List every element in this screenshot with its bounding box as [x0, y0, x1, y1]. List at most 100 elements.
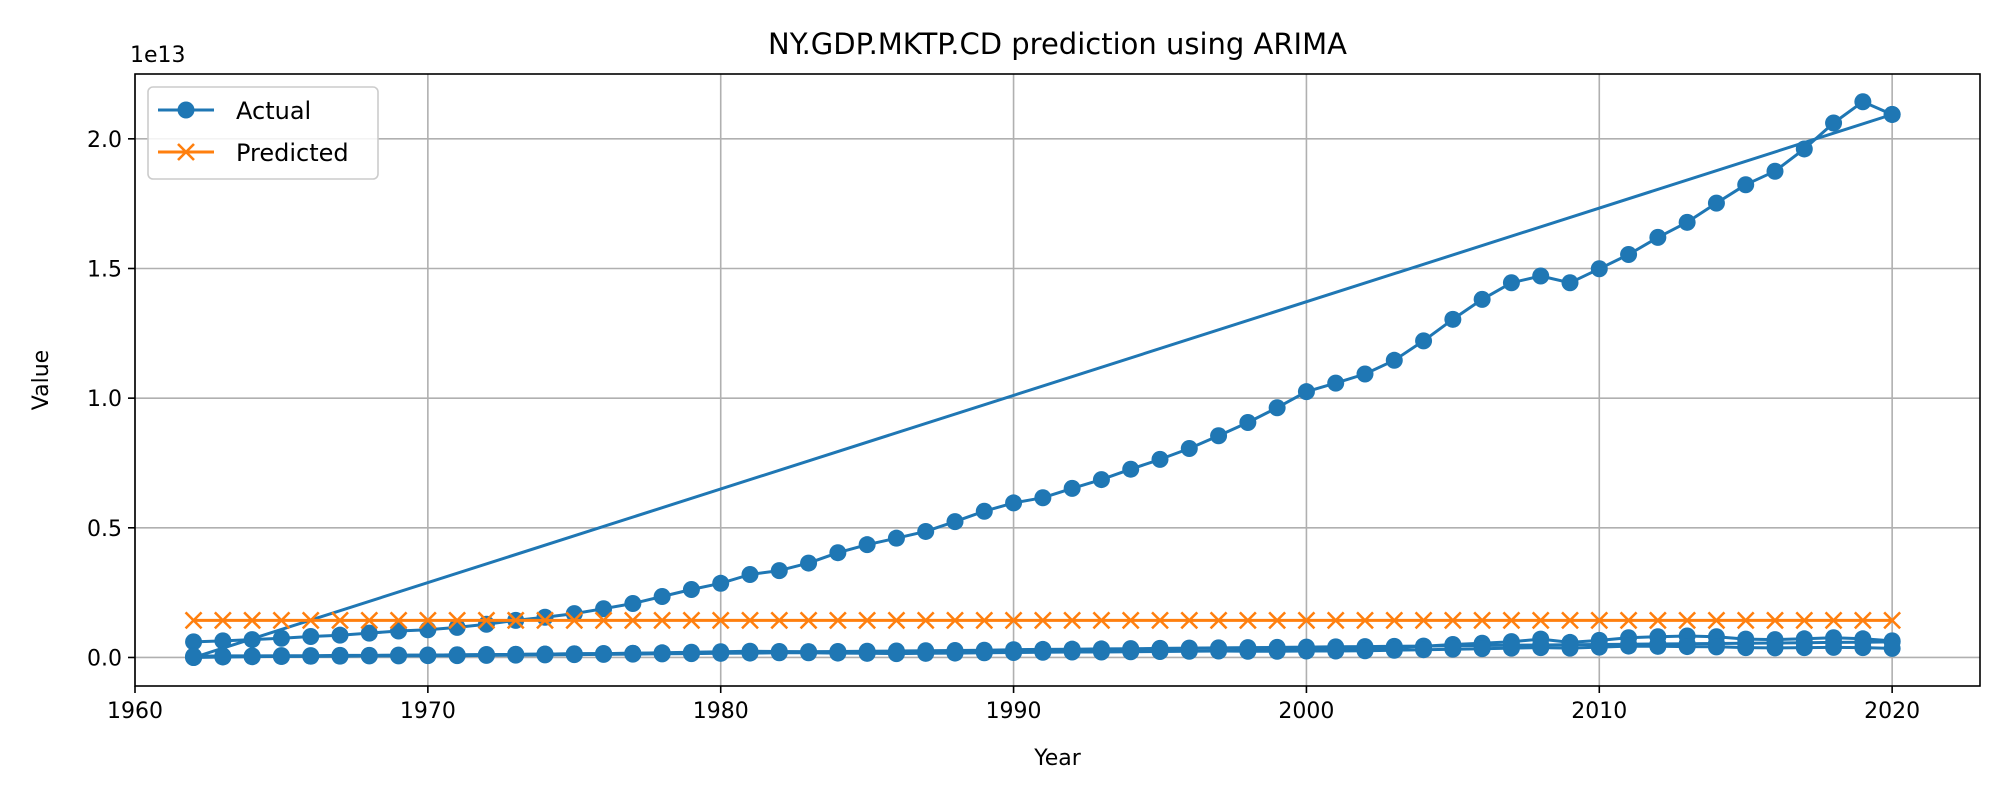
data-point-actual — [419, 647, 437, 665]
data-point-actual — [712, 644, 730, 662]
data-point-actual — [185, 648, 203, 666]
data-point-predicted — [1707, 611, 1726, 630]
data-point-actual — [360, 624, 378, 642]
data-point-predicted — [594, 611, 613, 630]
x-tick-label: 2000 — [1278, 699, 1334, 724]
x-tick-label: 1980 — [693, 699, 749, 724]
data-point-actual — [829, 644, 847, 662]
x-tick-label: 1990 — [986, 699, 1042, 724]
data-point-actual — [1649, 228, 1667, 246]
data-point-predicted — [887, 611, 906, 630]
data-point-actual — [1707, 194, 1725, 212]
data-point-predicted — [448, 611, 467, 630]
data-point-predicted — [418, 611, 437, 630]
data-point-actual — [1297, 642, 1315, 660]
data-point-predicted — [536, 611, 554, 630]
data-point-predicted — [1853, 611, 1872, 630]
data-point-predicted — [1063, 611, 1082, 630]
data-point-actual — [390, 647, 408, 665]
x-axis-ticks: 1960 1970 1980 1990 2000 2010 2020 — [107, 686, 1920, 724]
data-point-actual — [1415, 641, 1433, 659]
data-point-predicted — [213, 611, 232, 630]
chart-title: NY.GDP.MKTP.CD prediction using ARIMA — [768, 27, 1347, 61]
data-point-actual — [624, 595, 642, 613]
data-point-actual — [800, 554, 818, 572]
data-point-actual — [536, 608, 554, 626]
data-point-actual — [331, 647, 349, 665]
data-point-predicted — [1004, 611, 1023, 630]
data-point-actual — [1766, 639, 1784, 657]
data-point-actual — [1210, 642, 1228, 660]
data-point-actual — [1473, 290, 1491, 308]
data-point-predicted — [1385, 611, 1404, 630]
data-point-actual — [770, 562, 788, 580]
data-point-actual — [946, 513, 964, 531]
data-point-actual — [1854, 93, 1872, 111]
data-point-actual — [477, 615, 495, 633]
data-point-actual — [565, 646, 583, 664]
data-point-predicted — [1443, 611, 1462, 630]
data-point-actual — [1590, 638, 1608, 656]
series-actual — [185, 93, 1901, 666]
legend-label-predicted: Predicted — [236, 139, 349, 167]
data-point-actual — [1005, 494, 1023, 512]
data-point-predicted — [506, 611, 525, 630]
data-point-actual — [1825, 638, 1843, 656]
y-axis-label: Value — [29, 350, 54, 410]
data-point-actual — [390, 622, 408, 640]
data-point-actual — [1151, 450, 1169, 468]
data-point-actual — [448, 647, 466, 665]
data-point-actual — [624, 645, 642, 663]
data-point-predicted — [1619, 611, 1638, 630]
data-point-predicted — [360, 611, 379, 630]
data-point-predicted — [770, 611, 789, 630]
axes-frame — [134, 73, 1981, 687]
data-point-actual — [302, 647, 320, 665]
data-point-actual — [975, 502, 993, 520]
legend: Actual Predicted — [147, 86, 379, 180]
data-point-actual — [1327, 374, 1345, 392]
data-point-predicted — [1092, 611, 1111, 630]
data-point-actual — [1532, 267, 1550, 285]
data-point-actual — [1092, 471, 1110, 489]
data-point-actual — [1620, 245, 1638, 263]
data-point-predicted — [623, 611, 642, 630]
data-point-actual — [1883, 105, 1901, 123]
data-point-actual — [1854, 639, 1872, 657]
data-point-actual — [653, 588, 671, 606]
data-point-predicted — [1356, 611, 1374, 630]
data-point-actual — [272, 647, 290, 665]
x-axis-label: Year — [1033, 746, 1082, 771]
data-point-actual — [214, 632, 232, 650]
data-point-actual — [1151, 643, 1169, 661]
data-point-predicted — [389, 611, 408, 630]
data-point-predicted — [1326, 611, 1345, 630]
data-point-predicted — [1121, 611, 1140, 630]
plot-area — [184, 93, 1902, 666]
data-point-actual — [1180, 439, 1198, 457]
grid-lines — [134, 74, 1980, 686]
data-point-actual — [829, 544, 847, 562]
data-point-predicted — [1824, 611, 1843, 630]
data-point-actual — [360, 647, 378, 665]
data-point-actual — [243, 647, 261, 665]
data-point-actual — [1561, 639, 1579, 657]
data-point-predicted — [1648, 611, 1667, 630]
data-point-predicted — [828, 611, 847, 630]
data-point-actual — [712, 574, 730, 592]
data-point-actual — [1737, 639, 1755, 657]
x-tick-label: 2010 — [1571, 699, 1627, 724]
data-point-actual — [1678, 638, 1696, 656]
data-point-actual — [1473, 640, 1491, 658]
data-point-predicted — [1297, 611, 1316, 630]
data-point-predicted — [331, 611, 349, 630]
data-point-predicted — [184, 611, 203, 630]
data-point-actual — [419, 621, 437, 639]
data-point-actual — [1766, 162, 1784, 180]
data-point-predicted — [1883, 611, 1902, 630]
data-point-actual — [331, 626, 349, 644]
data-point-predicted — [1209, 611, 1228, 630]
data-point-actual — [682, 645, 700, 663]
data-point-predicted — [301, 611, 320, 630]
